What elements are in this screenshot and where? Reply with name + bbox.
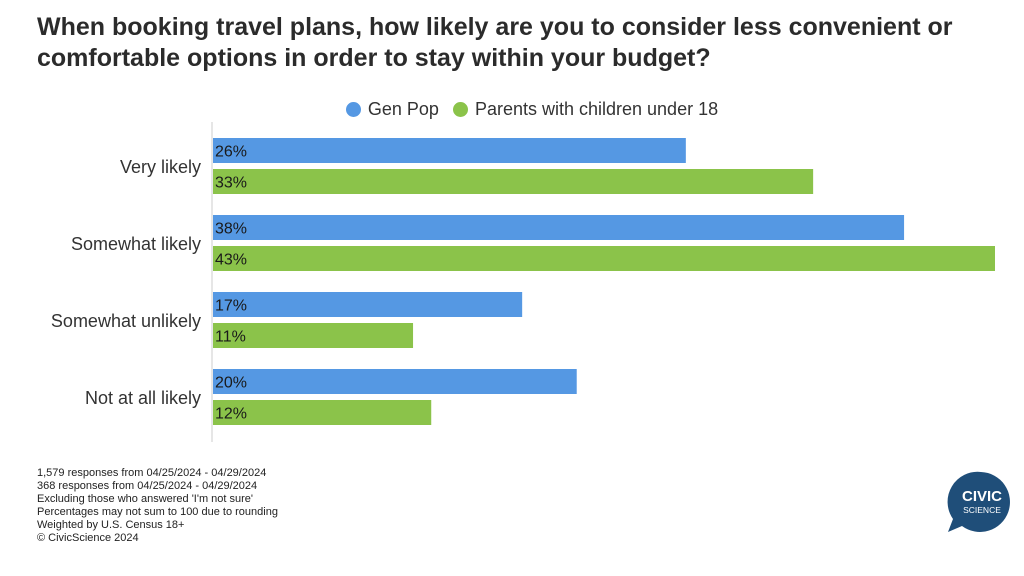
category-label: Somewhat unlikely	[51, 311, 201, 331]
category-label: Not at all likely	[85, 388, 201, 408]
chart-title: When booking travel plans, how likely ar…	[37, 12, 1012, 74]
bar-gen-pop	[213, 215, 905, 240]
category-label: Very likely	[120, 157, 201, 177]
footnote-copyright: © CivicScience 2024	[37, 532, 139, 545]
bar-parents	[213, 400, 432, 425]
bar-parents	[213, 323, 414, 348]
chart-title-line-1: When booking travel plans, how likely ar…	[37, 13, 953, 41]
bar-parents	[213, 246, 995, 271]
bar-gen-pop	[213, 369, 577, 394]
footnotes: 1,579 responses from 04/25/2024 - 04/29/…	[37, 467, 278, 546]
bar-value-label: 11%	[215, 329, 246, 346]
bar-value-label: 38%	[215, 221, 247, 238]
legend-swatch-gen-pop	[345, 102, 361, 117]
bar-gen-pop	[213, 292, 523, 317]
bar-value-label: 12%	[215, 406, 247, 423]
bar-value-label: 26%	[215, 144, 247, 161]
legend-item-parents: Parents with children under 18	[452, 99, 719, 120]
logo-text-civic: CIVIC	[962, 488, 1002, 505]
bar-value-label: 17%	[215, 298, 247, 315]
legend-swatch-parents	[452, 102, 468, 117]
chart-title-line-2: comfortable options in order to stay wit…	[37, 44, 711, 72]
footnote-responses-parents: 368 responses from 04/25/2024 - 04/29/20…	[37, 480, 258, 493]
footnote-exclusion: Excluding those who answered 'I'm not su…	[37, 493, 254, 506]
category-label: Somewhat likely	[71, 234, 201, 254]
footnote-rounding: Percentages may not sum to 100 due to ro…	[37, 506, 278, 519]
bar-value-label: 20%	[215, 375, 247, 392]
footnote-weighting: Weighted by U.S. Census 18+	[37, 519, 185, 532]
bar-value-label: 33%	[215, 175, 247, 192]
civicscience-logo: CIVIC SCIENCE	[947, 471, 1010, 532]
legend: Gen Pop Parents with children under 18	[0, 99, 1024, 120]
legend-item-gen-pop: Gen Pop	[345, 99, 439, 120]
legend-label-parents: Parents with children under 18	[474, 99, 719, 119]
bar-parents	[213, 169, 814, 194]
bar-gen-pop	[213, 138, 686, 163]
footnote-responses-gen-pop: 1,579 responses from 04/25/2024 - 04/29/…	[37, 467, 267, 479]
legend-label-gen-pop: Gen Pop	[367, 99, 439, 119]
bar-value-label: 43%	[215, 252, 247, 269]
logo-text-science: SCIENCE	[963, 505, 1001, 515]
